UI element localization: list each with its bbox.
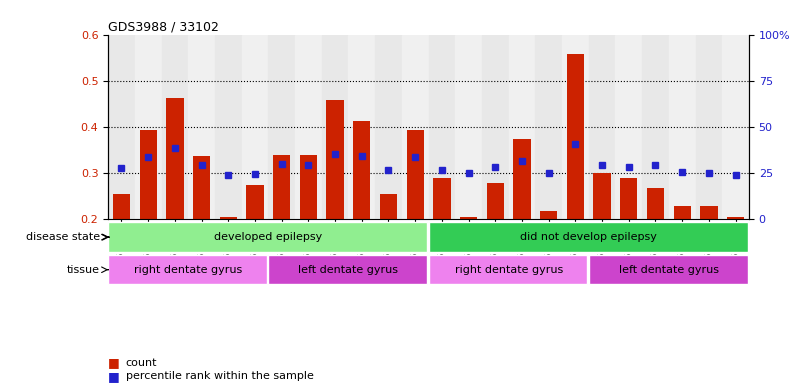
Bar <box>188 35 215 219</box>
Bar <box>669 35 695 219</box>
Bar <box>723 35 749 219</box>
Bar <box>589 35 615 219</box>
Bar <box>647 187 664 219</box>
Bar <box>268 255 427 285</box>
Bar <box>215 35 242 219</box>
Bar <box>727 217 744 219</box>
Bar <box>482 35 509 219</box>
Bar <box>295 35 322 219</box>
Bar <box>674 206 690 219</box>
Text: right dentate gyrus: right dentate gyrus <box>134 265 243 275</box>
Bar <box>113 194 131 219</box>
Bar <box>620 178 638 219</box>
Bar <box>135 35 162 219</box>
Bar <box>108 222 427 252</box>
Bar <box>407 130 424 219</box>
Bar <box>695 35 723 219</box>
Text: did not develop epilepsy: did not develop epilepsy <box>521 232 657 242</box>
Bar <box>108 35 135 219</box>
Text: developed epilepsy: developed epilepsy <box>214 232 323 242</box>
Text: GDS3988 / 33102: GDS3988 / 33102 <box>108 20 219 33</box>
Bar <box>402 35 429 219</box>
Bar <box>167 98 183 219</box>
Bar <box>540 210 557 219</box>
Bar <box>353 121 371 219</box>
Bar <box>455 35 482 219</box>
Bar <box>380 194 397 219</box>
Bar <box>460 217 477 219</box>
Bar <box>139 130 157 219</box>
Text: left dentate gyrus: left dentate gyrus <box>619 265 718 275</box>
Bar <box>509 35 535 219</box>
Bar <box>615 35 642 219</box>
Text: ■: ■ <box>108 370 124 383</box>
Text: disease state: disease state <box>26 232 100 242</box>
Text: left dentate gyrus: left dentate gyrus <box>299 265 398 275</box>
Bar <box>562 35 589 219</box>
Bar <box>589 255 747 285</box>
Bar <box>322 35 348 219</box>
Bar <box>327 100 344 219</box>
Bar <box>429 35 455 219</box>
Bar <box>348 35 375 219</box>
Bar <box>700 206 718 219</box>
Bar <box>433 178 451 219</box>
Bar <box>108 255 267 285</box>
Bar <box>247 185 264 219</box>
Bar <box>487 183 504 219</box>
Text: percentile rank within the sample: percentile rank within the sample <box>126 371 314 381</box>
Bar <box>242 35 268 219</box>
Bar <box>594 173 611 219</box>
Text: tissue: tissue <box>67 265 100 275</box>
Bar <box>273 155 291 219</box>
Bar <box>513 139 531 219</box>
Text: count: count <box>126 358 157 368</box>
Bar <box>193 156 210 219</box>
Bar <box>375 35 402 219</box>
Bar <box>429 222 747 252</box>
Bar <box>268 35 295 219</box>
Bar <box>535 35 562 219</box>
Bar <box>567 54 584 219</box>
Text: ■: ■ <box>108 356 124 369</box>
Bar <box>162 35 188 219</box>
Bar <box>429 255 587 285</box>
Bar <box>300 155 317 219</box>
Bar <box>642 35 669 219</box>
Bar <box>219 217 237 219</box>
Text: right dentate gyrus: right dentate gyrus <box>454 265 563 275</box>
